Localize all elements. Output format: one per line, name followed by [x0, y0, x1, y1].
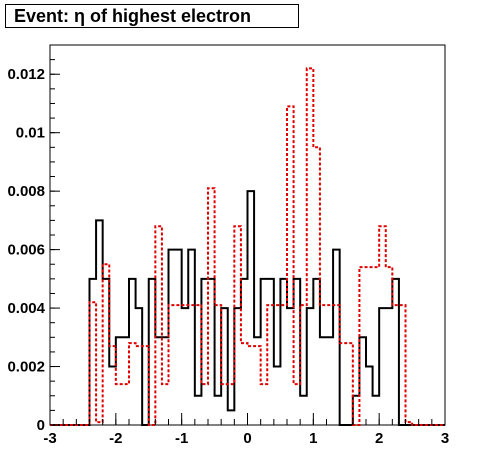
- x-tick-label: -2: [109, 430, 122, 447]
- x-tick-label: 3: [441, 430, 449, 447]
- chart-title: Event: η of highest electron: [5, 4, 299, 28]
- series-1-histogram: [50, 67, 445, 426]
- x-tick-label: 1: [309, 430, 317, 447]
- y-tick-label: 0.004: [7, 300, 45, 317]
- y-tick-label: 0.008: [7, 183, 45, 200]
- series-0-histogram: [50, 190, 445, 426]
- y-tick-label: 0: [37, 417, 45, 434]
- x-tick-label: 2: [375, 430, 383, 447]
- y-tick-label: 0.012: [7, 66, 45, 83]
- y-tick-label: 0.006: [7, 242, 45, 259]
- series-layer: [50, 67, 445, 426]
- x-tick-label: -3: [43, 430, 56, 447]
- y-tick-label: 0.01: [16, 125, 45, 142]
- x-tick-label: -1: [175, 430, 188, 447]
- y-tick-label: 0.002: [7, 359, 45, 376]
- axis-layer: 0 0.002 0.004 0.006 0.008 0.01 0.012 -3 -2 -1 0 1 2 3: [7, 59, 449, 447]
- x-tick-label: 0: [243, 430, 251, 447]
